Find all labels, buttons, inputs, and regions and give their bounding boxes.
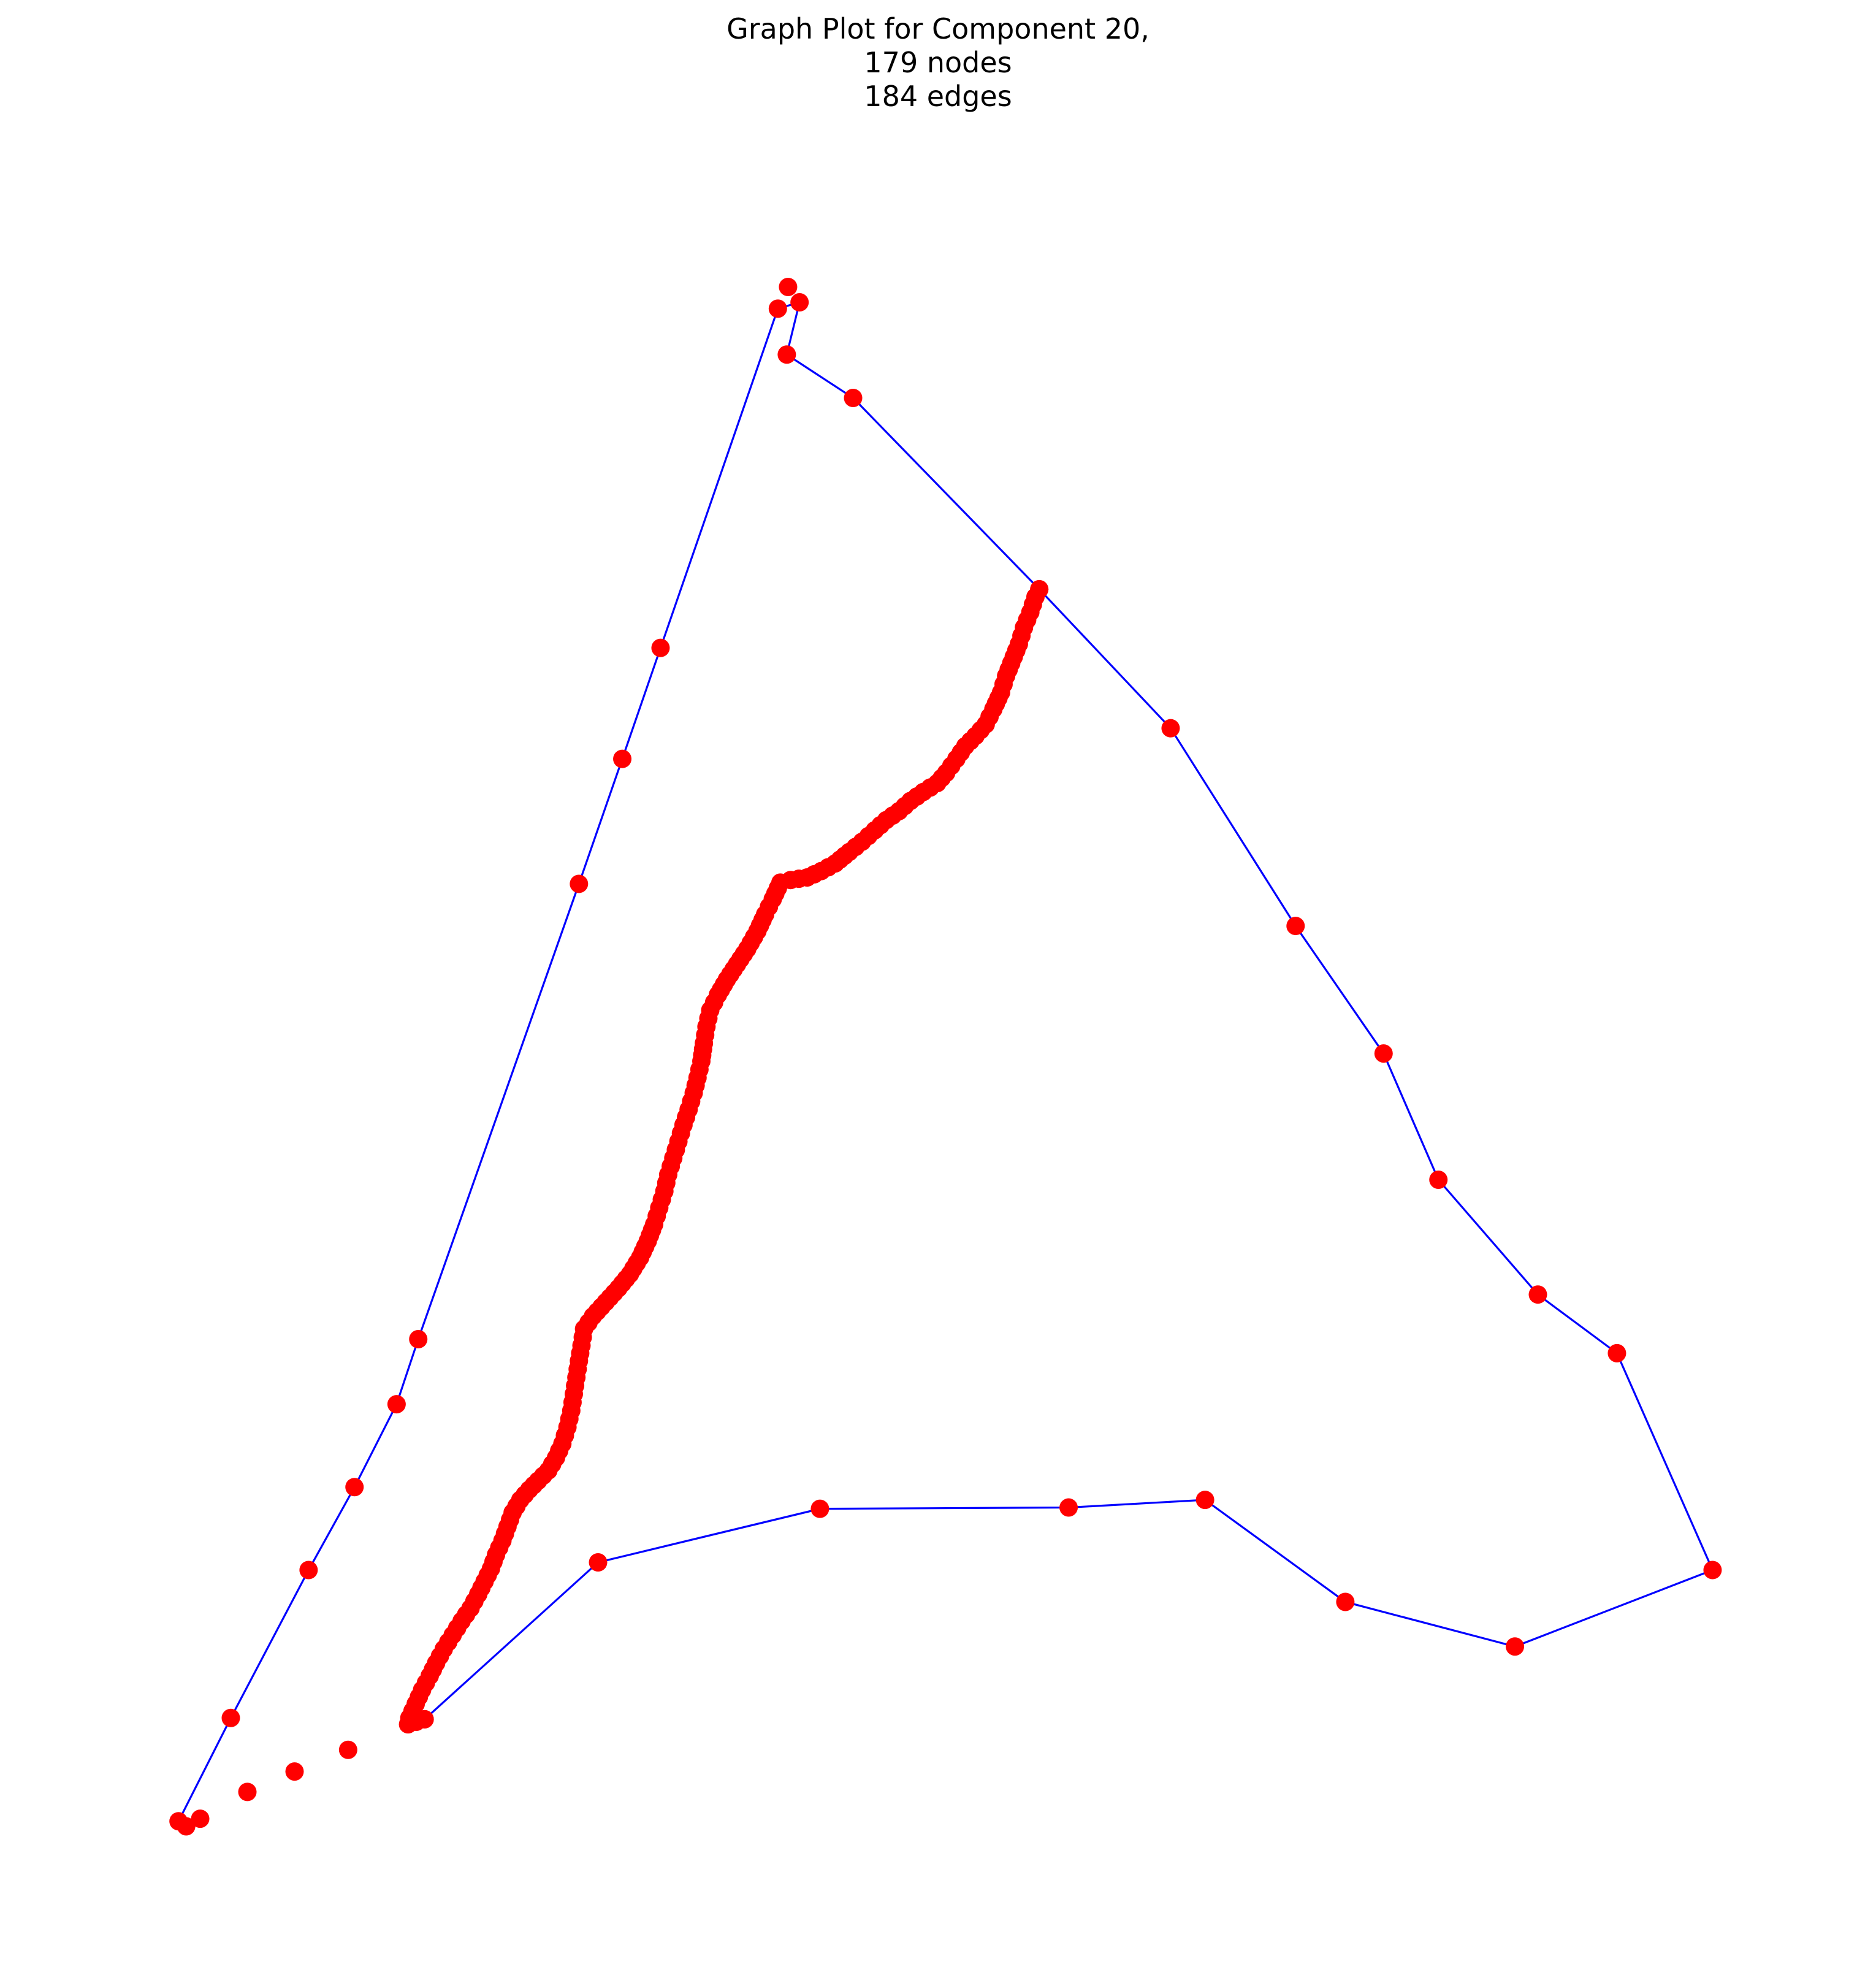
graph-node: [790, 292, 809, 311]
graph-edges: [177, 300, 1714, 1828]
graph-node: [387, 1395, 406, 1414]
graph-node: [345, 1478, 364, 1497]
graph-node: [299, 1561, 318, 1580]
title-line-edges: 184 edges: [864, 80, 1012, 113]
graph-title: Graph Plot for Component 20, 179 nodes 1…: [0, 12, 1876, 113]
title-line-component: Graph Plot for Component 20,: [726, 12, 1150, 45]
graph-node: [191, 1809, 210, 1828]
graph-node: [779, 278, 798, 296]
graph-node: [409, 1330, 428, 1348]
graph-nodes: [169, 278, 1722, 1836]
graph-node: [1286, 917, 1305, 936]
graph-node: [221, 1708, 240, 1727]
graph-node: [285, 1762, 304, 1781]
graph-node: [810, 1499, 829, 1518]
graph-node: [415, 1710, 434, 1729]
graph-node: [589, 1553, 608, 1572]
graph-node: [338, 1740, 357, 1759]
graph-node: [777, 345, 796, 364]
graph-node: [177, 1817, 196, 1836]
graph-node: [570, 874, 589, 893]
graph-node: [1429, 1171, 1448, 1189]
graph-node: [238, 1782, 257, 1802]
graph-node: [1528, 1285, 1547, 1304]
edge-path-left: [177, 300, 801, 1828]
graph-node: [1607, 1343, 1626, 1362]
graph-node: [768, 299, 787, 318]
graph-node: [651, 638, 670, 657]
graph-node: [844, 388, 863, 407]
graph-node: [1195, 1491, 1214, 1510]
graph-node: [1059, 1498, 1078, 1517]
graph-node: [1161, 719, 1180, 738]
graph-node: [1506, 1637, 1525, 1656]
graph-node: [613, 749, 632, 768]
graph-node: [1336, 1592, 1355, 1611]
graph-node: [1703, 1561, 1722, 1580]
graph-node: [1374, 1044, 1393, 1063]
title-line-nodes: 179 nodes: [864, 46, 1012, 79]
